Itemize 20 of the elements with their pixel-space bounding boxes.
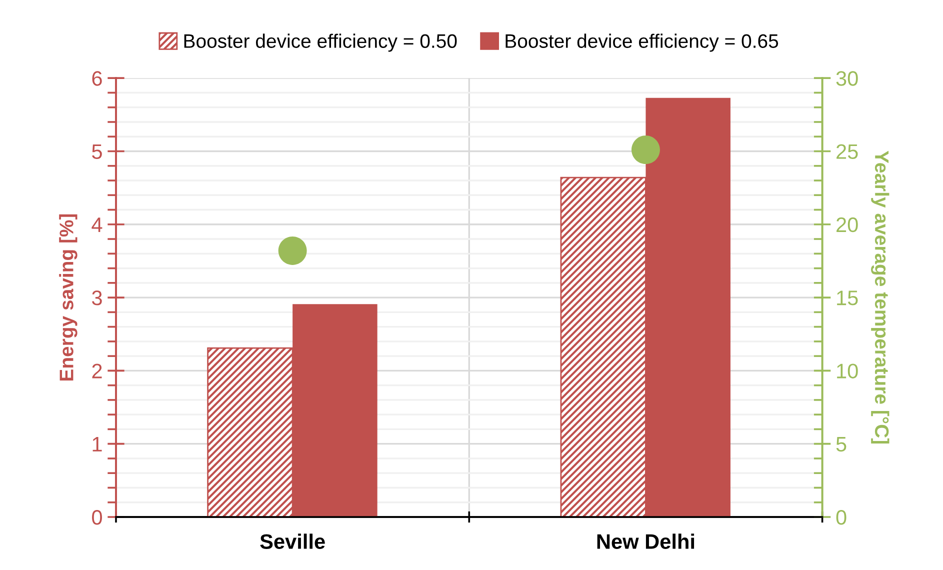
y-axis-title: Energy saving [%] [59,214,78,381]
x-tick-label: Seville [260,534,325,549]
x-tick-label: New Delhi [597,534,694,549]
y2-tick-label: 25 [836,144,858,159]
y2-tick-label: 30 [836,71,858,86]
y2-tick-label: 10 [837,364,858,378]
y-tick-label: 3 [92,290,102,306]
y2-tick-label: 15 [837,290,858,306]
y-tick-label: 6 [92,71,102,86]
y2-axis-title: Yearly average temperature [°C] [871,150,890,444]
y2-tick-label: 0 [836,510,846,525]
y-tick-label: 2 [92,364,102,378]
legend-label: Booster device efficiency = 0.50 [184,34,457,52]
y2-tick-label: 20 [836,217,858,232]
y-tick-label: 0 [92,510,102,525]
y-tick-label: 5 [92,144,102,159]
y-tick-label: 4 [92,218,102,232]
legend-label: Booster device efficiency = 0.65 [506,34,778,52]
y2-tick-label: 5 [836,437,846,452]
y-tick-label: 1 [92,437,102,452]
